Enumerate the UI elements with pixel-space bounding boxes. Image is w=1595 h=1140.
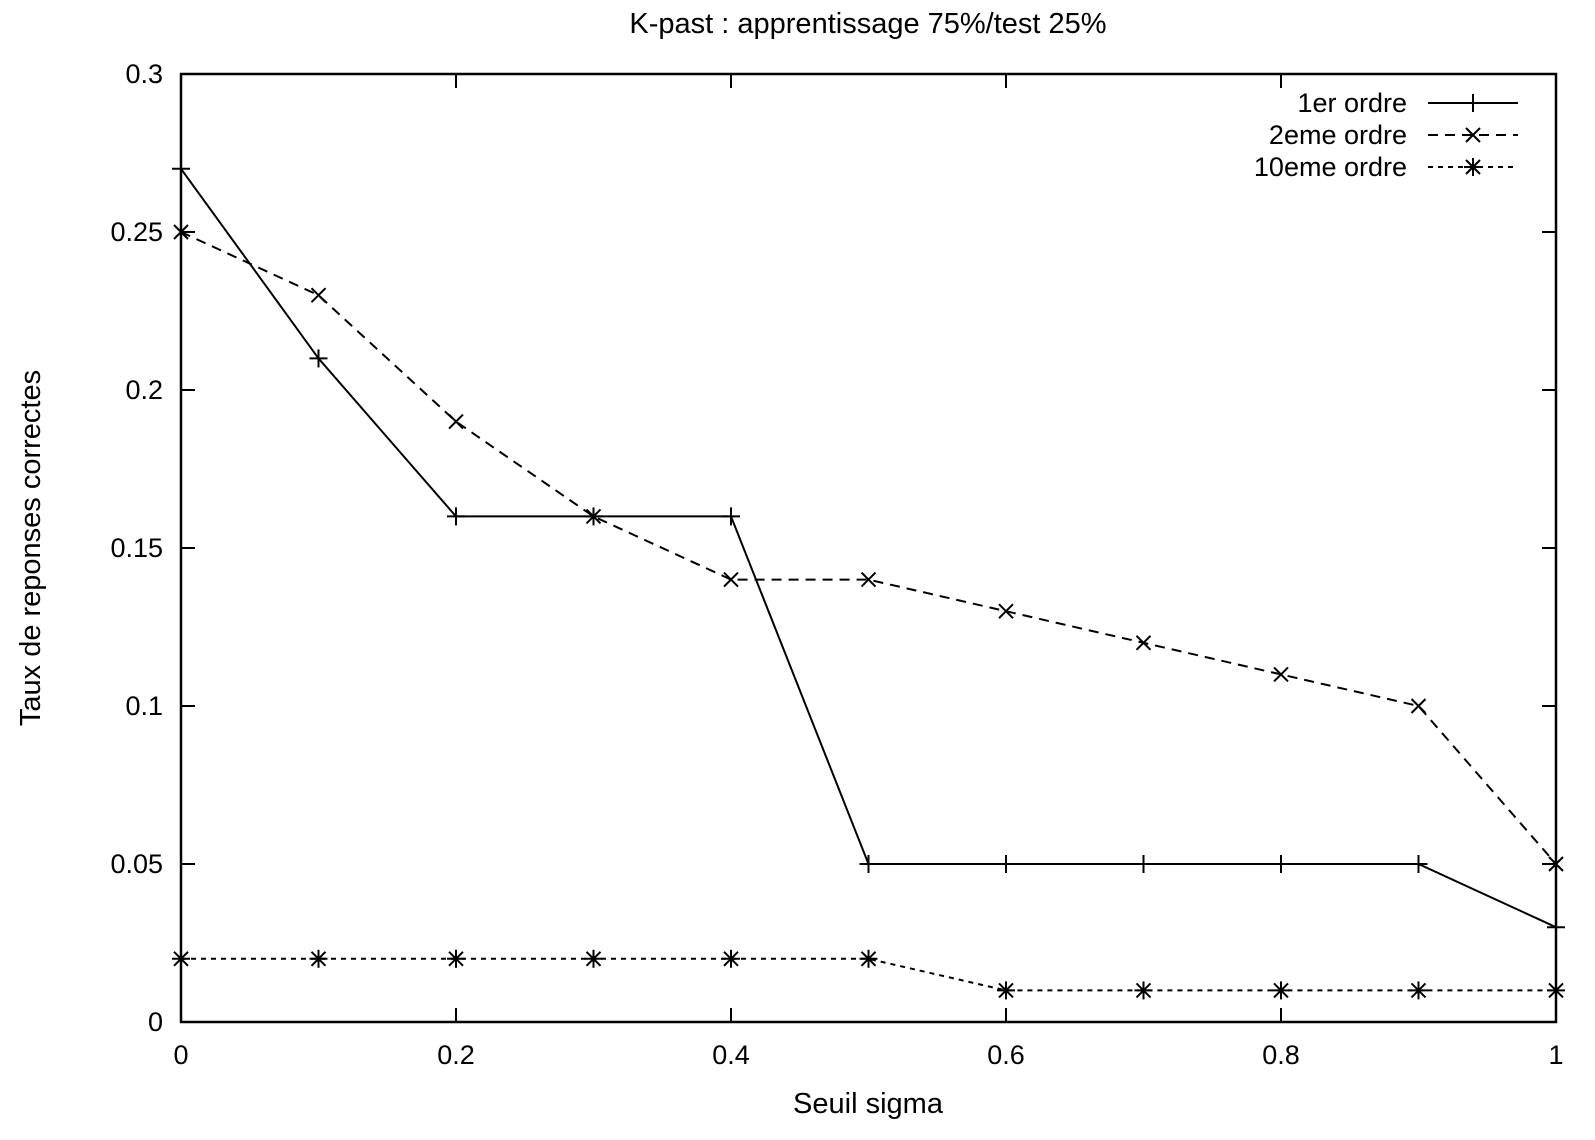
- series-2-point: [310, 287, 327, 303]
- legend-marker-1: [1464, 94, 1482, 112]
- series-2-point: [1548, 856, 1564, 872]
- y-tick-label: 0.15: [110, 533, 163, 563]
- x-tick-label: 0.8: [1262, 1040, 1300, 1070]
- legend-marker-2: [1465, 127, 1481, 143]
- y-tick-label: 0: [148, 1007, 163, 1037]
- series-3-point: [172, 949, 190, 968]
- x-tick-label: 0.6: [987, 1040, 1025, 1070]
- y-axis-label: Taux de reponses correctes: [15, 370, 47, 726]
- series-1-point: [1134, 855, 1153, 873]
- x-tick-label: 0: [173, 1040, 188, 1070]
- series-3-point: [859, 949, 878, 968]
- series-2-point: [1410, 698, 1427, 714]
- chart-title: K-past : apprentissage 75%/test 25%: [629, 8, 1106, 40]
- y-tick-label: 0.05: [110, 849, 163, 879]
- series-2-point: [585, 508, 602, 525]
- legend-label: 2eme ordre: [1269, 120, 1407, 150]
- series-1-point: [447, 507, 465, 526]
- series-3-point: [1547, 981, 1565, 1000]
- series-1-point: [1272, 855, 1290, 873]
- y-tick-label: 0.25: [110, 217, 163, 247]
- series-1-point: [1547, 918, 1565, 937]
- series-line-1: [180, 168, 1557, 929]
- series-1-point: [1409, 855, 1428, 873]
- series-line-2: [180, 231, 1557, 865]
- series-3-point: [1409, 981, 1428, 1000]
- series-3-point: [584, 949, 603, 968]
- y-tick-label: 0.2: [125, 375, 163, 405]
- legend-label: 1er ordre: [1297, 88, 1407, 118]
- y-tick-label: 0.3: [125, 59, 163, 89]
- x-tick-label: 0.4: [712, 1040, 750, 1070]
- series-1-point: [997, 855, 1015, 873]
- series-3-point: [447, 949, 465, 968]
- series-2-point: [860, 571, 877, 588]
- series-1-point: [859, 855, 878, 873]
- series-2-point: [173, 224, 189, 240]
- series-2-point: [1135, 635, 1152, 651]
- series-1-point: [172, 159, 190, 178]
- series-3-point: [1272, 981, 1290, 1000]
- legend-marker-3: [1464, 158, 1482, 176]
- plot-frame: [179, 72, 1558, 1024]
- series-1-point: [309, 349, 328, 368]
- x-tick-label: 1: [1548, 1040, 1563, 1070]
- y-tick-label: 0.1: [125, 691, 163, 721]
- series-3-point: [309, 949, 328, 968]
- x-axis-label: Seuil sigma: [793, 1088, 944, 1120]
- series-3-point: [997, 981, 1015, 1000]
- series-3-point: [722, 949, 740, 968]
- series-2-point: [998, 603, 1014, 619]
- series-1-point: [722, 507, 740, 526]
- axis-ticks: 0 0.2 0.4 0.6 0.8 1 0 0.05 0.1 0.15 0.2 0.25 0.3: [110, 59, 1563, 1070]
- series-3-point: [1134, 981, 1153, 1000]
- series-2-point: [448, 413, 464, 430]
- x-tick-label: 0.2: [437, 1040, 475, 1070]
- series-2-point: [1273, 666, 1289, 683]
- legend-label: 10eme ordre: [1254, 152, 1407, 182]
- series-2-point: [723, 571, 739, 588]
- series-layer: [172, 159, 1565, 1000]
